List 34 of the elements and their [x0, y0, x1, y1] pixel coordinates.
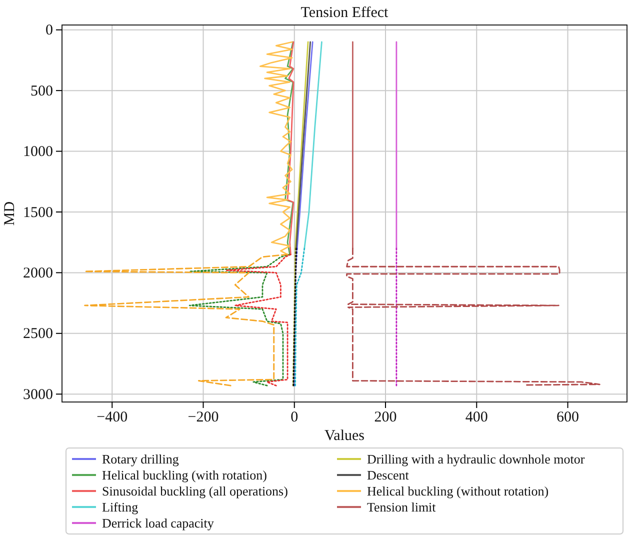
y-tick-label: 0	[46, 22, 53, 39]
legend-label: Rotary drilling	[102, 452, 180, 466]
line-series	[346, 248, 600, 386]
y-tick-label: 3000	[23, 386, 53, 403]
x-axis-title: Values	[324, 428, 365, 444]
y-tick-label: 1500	[23, 204, 53, 221]
y-tick-label: 500	[30, 83, 53, 100]
x-tick-label: −400	[96, 410, 128, 426]
x-tick-label: 600	[556, 410, 580, 426]
legend-label: Helical buckling (with rotation)	[102, 468, 267, 482]
legend-label: Helical buckling (without rotation)	[367, 484, 549, 498]
y-tick-label: 2500	[23, 326, 53, 342]
y-tick-label: 1000	[23, 144, 53, 160]
line-series	[294, 248, 306, 386]
line-series	[286, 41, 294, 256]
line-series	[284, 41, 294, 256]
legend-label: Tension limit	[367, 500, 436, 514]
legend-label: Sinusoidal buckling (all operations)	[102, 484, 288, 498]
line-series	[304, 41, 322, 250]
legend-label: Derrick load capacity	[102, 516, 214, 530]
x-tick-label: 200	[374, 410, 397, 426]
x-tick-label: 0	[290, 410, 298, 426]
line-series	[260, 41, 293, 256]
y-axis-title: MD	[2, 201, 18, 226]
legend-label: Descent	[367, 468, 410, 482]
line-series	[188, 254, 291, 386]
line-series	[225, 254, 292, 386]
line-series	[84, 254, 288, 386]
x-tick-label: 400	[465, 410, 488, 426]
legend-label: Drilling with a hydraulic downhole motor	[367, 452, 586, 466]
y-tick-label: 2000	[23, 265, 53, 282]
chart-title: Tension Effect	[300, 5, 390, 21]
x-tick-label: −200	[188, 410, 219, 426]
legend-label: Lifting	[102, 500, 139, 514]
